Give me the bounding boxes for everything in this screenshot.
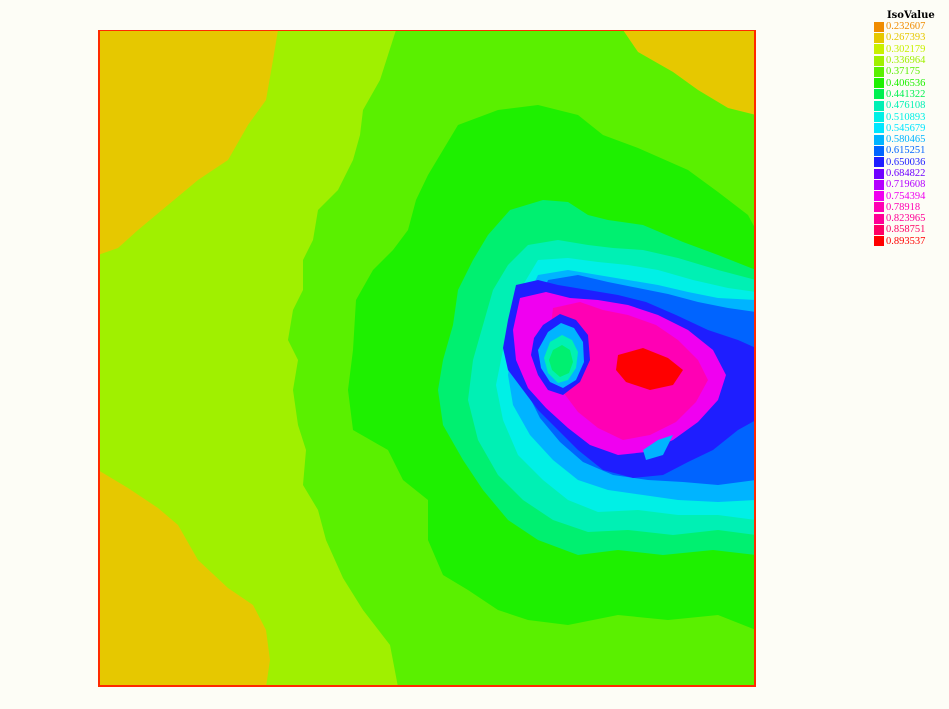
contour-corner-top-right — [623, 30, 756, 115]
legend-item: 0.78918 — [874, 202, 949, 213]
legend-label: 0.267393 — [886, 32, 926, 44]
legend-label: 0.580465 — [886, 134, 926, 146]
legend-label: 0.823965 — [886, 213, 926, 225]
legend-item: 0.580465 — [874, 134, 949, 145]
plot-frame — [98, 30, 756, 687]
legend-item: 0.823965 — [874, 213, 949, 224]
legend-label: 0.858751 — [886, 224, 926, 236]
legend-swatch — [874, 202, 884, 213]
legend-label: 0.441322 — [886, 88, 926, 100]
legend-item: 0.545679 — [874, 123, 949, 134]
legend-label: 0.510893 — [886, 111, 926, 123]
legend-label: 0.232607 — [886, 21, 926, 33]
legend-label: 0.650036 — [886, 156, 926, 168]
legend-swatch — [874, 21, 884, 32]
legend-swatch — [874, 134, 884, 145]
legend-swatch — [874, 179, 884, 190]
legend-label: 0.302179 — [886, 43, 926, 55]
legend-item: 0.336964 — [874, 55, 949, 66]
legend-item: 0.615251 — [874, 145, 949, 156]
legend-label: 0.406536 — [886, 77, 926, 89]
legend-label: 0.336964 — [886, 55, 926, 67]
legend-item: 0.406536 — [874, 77, 949, 89]
contour-spot-red — [616, 348, 683, 390]
legend-item: 0.684822 — [874, 168, 949, 179]
legend-label: 0.37175 — [886, 66, 921, 78]
legend-swatch — [874, 100, 884, 111]
legend-item: 0.441322 — [874, 89, 949, 100]
legend-item: 0.267393 — [874, 32, 949, 43]
legend-item: 0.510893 — [874, 111, 949, 123]
legend-swatch — [874, 32, 884, 43]
legend-swatch — [874, 145, 884, 156]
legend-item: 0.232607 — [874, 21, 949, 32]
contour-hole-teal — [549, 345, 573, 377]
legend-swatch — [874, 168, 884, 179]
legend-label: 0.78918 — [886, 201, 921, 213]
legend-swatch — [874, 157, 884, 168]
legend-swatch — [874, 213, 884, 224]
legend-item: 0.754394 — [874, 190, 949, 202]
contour-corner-top-left — [98, 30, 278, 255]
legend-swatch — [874, 123, 884, 134]
legend-label: 0.545679 — [886, 122, 926, 134]
legend-label: 0.615251 — [886, 145, 926, 157]
legend-label: 0.754394 — [886, 190, 926, 202]
legend-item: 0.476108 — [874, 100, 949, 111]
legend-item: 0.650036 — [874, 157, 949, 168]
legend-title: IsoValue — [887, 10, 935, 21]
legend-label: 0.684822 — [886, 168, 926, 179]
legend-swatch — [874, 55, 884, 66]
legend-item: 0.302179 — [874, 44, 949, 55]
legend-label: 0.476108 — [886, 100, 926, 112]
legend-swatch — [874, 112, 884, 123]
iso-legend: IsoValue 0.232607 0.267393 0.302179 0.33696… — [874, 10, 949, 247]
contour-dent-skyblue — [643, 435, 673, 460]
contour-corner-bottom-left — [98, 470, 270, 687]
legend-swatch — [874, 78, 884, 89]
legend-swatch — [874, 224, 884, 235]
legend-swatch — [874, 236, 884, 247]
legend-item: 0.37175 — [874, 66, 949, 77]
legend-item: 0.858751 — [874, 224, 949, 235]
legend-swatch — [874, 191, 884, 202]
legend-item: 0.893537 — [874, 236, 949, 247]
legend-swatch — [874, 44, 884, 55]
legend-item: 0.719608 — [874, 179, 949, 190]
legend-label: 0.719608 — [886, 179, 926, 191]
legend-swatch — [874, 66, 884, 77]
isovalue-contour-plot — [98, 30, 756, 687]
legend-label: 0.893537 — [886, 235, 926, 247]
legend-swatch — [874, 89, 884, 100]
